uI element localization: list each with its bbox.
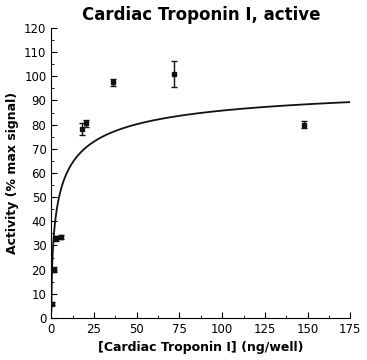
- Title: Cardiac Troponin I, active: Cardiac Troponin I, active: [81, 5, 320, 23]
- X-axis label: [Cardiac Troponin I] (ng/well): [Cardiac Troponin I] (ng/well): [98, 341, 304, 355]
- Y-axis label: Activity (% max signal): Activity (% max signal): [6, 92, 19, 254]
